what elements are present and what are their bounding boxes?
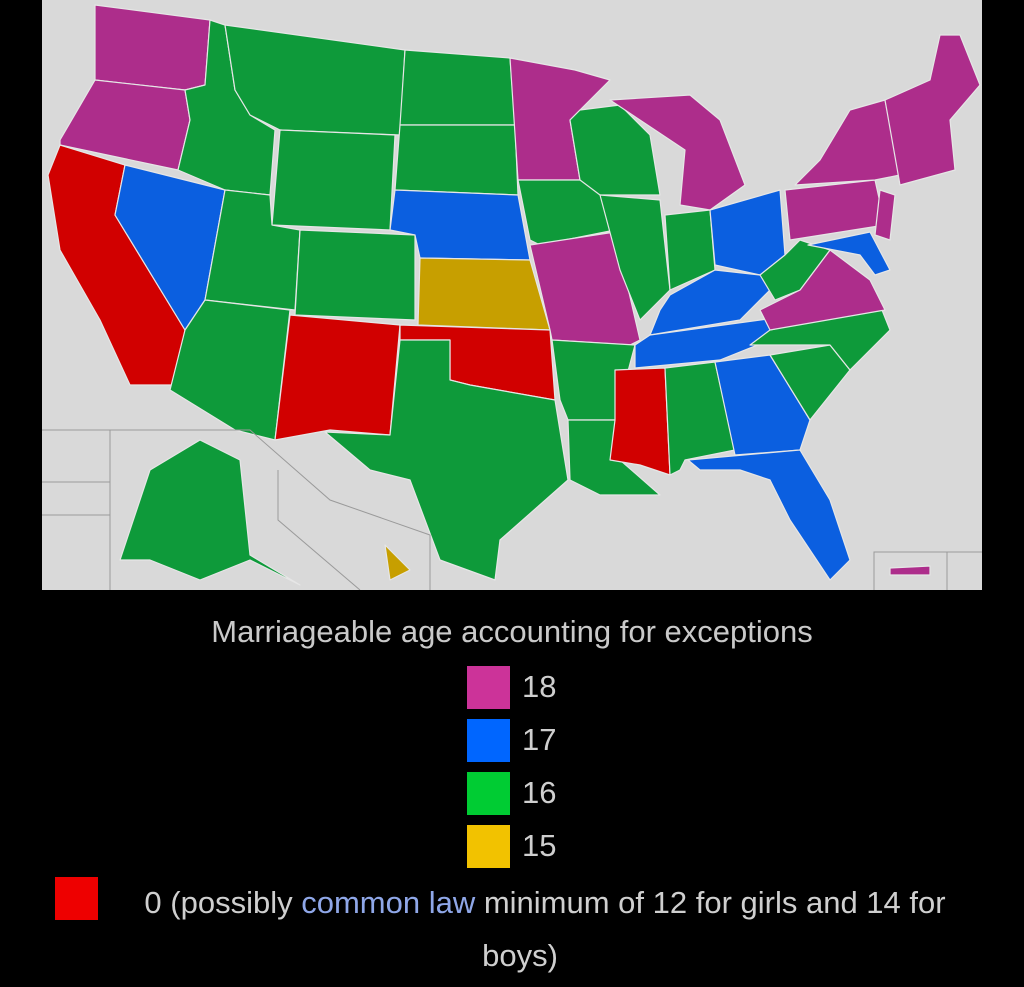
state xyxy=(384,544,411,581)
state xyxy=(274,314,401,441)
legend-label: 15 xyxy=(522,828,557,863)
legend-swatch xyxy=(467,771,510,815)
legend-note: 0 (possibly common law minimum of 12 for… xyxy=(55,876,985,982)
state xyxy=(324,339,569,581)
legend-item: 18 xyxy=(467,665,556,709)
state xyxy=(417,257,551,331)
legend-item: 17 xyxy=(467,718,556,762)
state xyxy=(271,129,396,231)
legend-swatch xyxy=(467,824,510,868)
state xyxy=(394,124,519,196)
legend-item: 15 xyxy=(467,824,556,868)
state xyxy=(807,231,891,276)
note-text: 0 (possibly xyxy=(144,885,302,920)
note-text: minimum of 12 for girls and 14 for boys) xyxy=(475,885,946,973)
link[interactable]: common law xyxy=(301,885,476,920)
legend-label: 17 xyxy=(522,722,557,757)
state xyxy=(599,194,671,321)
state xyxy=(759,239,831,301)
state xyxy=(609,367,671,476)
legend-title: Marriageable age accounting for exceptio… xyxy=(211,614,813,649)
inset-frames xyxy=(42,429,982,590)
state xyxy=(889,565,931,576)
legend-label: 16 xyxy=(522,775,557,810)
state xyxy=(714,354,811,456)
state xyxy=(874,189,896,241)
state xyxy=(294,229,416,321)
state xyxy=(569,104,661,196)
legend-item: 16 xyxy=(467,771,556,815)
legend-swatch xyxy=(467,718,510,762)
state xyxy=(94,4,211,91)
state xyxy=(884,34,981,186)
us-map xyxy=(42,0,982,590)
legend-label: 18 xyxy=(522,669,557,704)
legend-swatch xyxy=(55,877,98,920)
legend-swatch xyxy=(467,665,510,709)
state xyxy=(687,449,851,581)
state xyxy=(609,94,746,211)
state xyxy=(399,49,516,126)
states xyxy=(47,4,981,586)
state xyxy=(119,439,301,586)
legend-note-text: 0 (possibly common law minimum of 12 for… xyxy=(55,876,985,982)
